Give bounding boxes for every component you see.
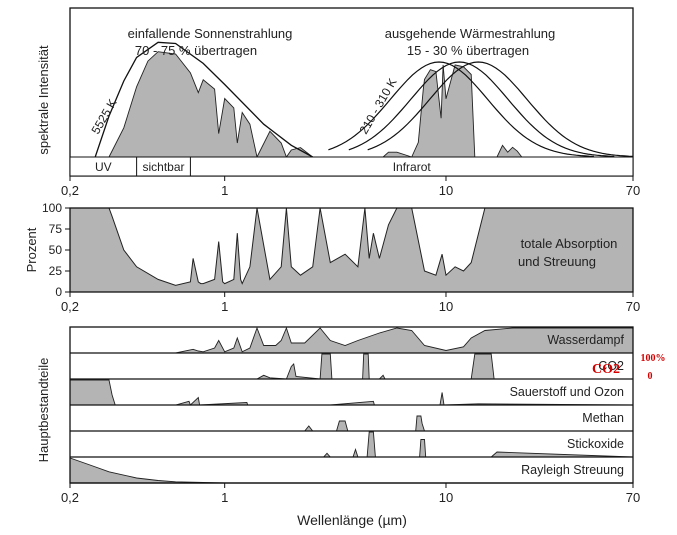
absorption-x-ticks: 0,2 1 10 70 xyxy=(61,292,640,314)
absorption-label-line2: und Streuung xyxy=(518,254,596,269)
component-absorption-area xyxy=(70,353,633,380)
y-tick-label: 75 xyxy=(49,222,63,236)
emission-x-ticks: 0,2 1 10 70 xyxy=(61,176,640,198)
y-tick-label: 25 xyxy=(49,264,63,278)
co2-annotation-label: CO2 xyxy=(592,362,620,377)
total-absorption-plot xyxy=(69,207,634,293)
x-tick-label: 1 xyxy=(221,299,228,314)
component-strip: CO2 xyxy=(70,353,633,380)
total-absorption-area xyxy=(69,207,634,293)
components-y-axis-label: Hauptbestandteile xyxy=(36,358,51,463)
solar-annotation-line1: einfallende Sonnenstrahlung xyxy=(128,26,293,41)
component-label: Wasserdampf xyxy=(547,333,624,347)
solar-curve-label: 5525 K xyxy=(88,97,119,137)
panel-components: Wasserdampf CO2 Sauerstoff und Ozon Methan S… xyxy=(36,326,666,528)
thermal-annotation-line2: 15 - 30 % übertragen xyxy=(407,43,529,58)
x-tick-label: 0,2 xyxy=(61,299,79,314)
panel-emission: UV sichtbar Infrarot einfallende Sonnenstr… xyxy=(36,7,640,198)
absorption-y-axis-label: Prozent xyxy=(24,227,39,272)
thermal-annotation-line1: ausgehende Wärmestrahlung xyxy=(385,26,556,41)
thermal-blackbody-curve xyxy=(367,61,634,157)
x-tick-label: 0,2 xyxy=(61,183,79,198)
component-strips: Wasserdampf CO2 Sauerstoff und Ozon Methan S… xyxy=(69,326,634,484)
thermal-small-feature xyxy=(496,144,523,158)
x-tick-label: 70 xyxy=(626,490,640,505)
x-tick-label: 70 xyxy=(626,299,640,314)
component-strip: Sauerstoff und Ozon xyxy=(69,379,634,406)
y-tick-label: 100 xyxy=(42,201,62,215)
band-label: UV xyxy=(95,160,112,174)
component-absorption-area xyxy=(69,379,634,406)
component-label: CO2 xyxy=(598,359,624,373)
x-tick-label: 1 xyxy=(221,490,228,505)
component-strip: Stickoxide xyxy=(70,431,634,458)
component-label: Methan xyxy=(582,411,624,425)
band-bar xyxy=(69,156,634,177)
co2-annotation-scale-max: 100% xyxy=(641,353,666,364)
component-strip: Methan xyxy=(70,411,633,432)
components-x-ticks: 0,2 1 10 70 xyxy=(61,483,640,505)
co2-annotation-scale-min: 0 xyxy=(648,371,653,382)
component-label: Rayleigh Streuung xyxy=(521,463,624,477)
x-tick-label: 70 xyxy=(626,183,640,198)
band-label: Infrarot xyxy=(393,160,432,174)
component-label: Stickoxide xyxy=(567,437,624,451)
panel-total-absorption: totale Absorption und Streuung Prozent 0… xyxy=(24,201,640,314)
thermal-curve-label: 210 - 310 K xyxy=(356,76,399,137)
panel-emission-plot xyxy=(94,41,634,159)
band-label: sichtbar xyxy=(142,160,184,174)
x-tick-label: 0,2 xyxy=(61,490,79,505)
component-absorption-area xyxy=(70,326,634,354)
emission-y-axis-label: spektrale Intensität xyxy=(36,45,51,155)
x-tick-label: 10 xyxy=(439,183,453,198)
component-label: Sauerstoff und Ozon xyxy=(510,385,624,399)
component-absorption-area xyxy=(70,431,634,458)
thermal-blackbody-curve xyxy=(328,61,594,157)
absorption-label-line1: totale Absorption xyxy=(521,236,618,251)
component-absorption-area xyxy=(70,415,633,432)
thermal-transmitted-area xyxy=(381,64,476,158)
solar-annotation-line2: 70 - 75 % übertragen xyxy=(135,43,257,58)
x-axis-label: Wellenlänge (µm) xyxy=(297,512,407,528)
x-tick-label: 10 xyxy=(439,299,453,314)
components-frame xyxy=(69,326,634,484)
component-strip: Rayleigh Streuung xyxy=(69,457,633,484)
component-strip: Wasserdampf xyxy=(70,326,634,354)
absorption-y-ticks: 0 25 50 75 100 xyxy=(42,201,70,299)
y-tick-label: 0 xyxy=(55,285,62,299)
solar-blackbody-curve xyxy=(94,41,314,158)
x-tick-label: 10 xyxy=(439,490,453,505)
solar-transmitted-area xyxy=(108,51,315,159)
thermal-blackbody-curve xyxy=(348,61,615,157)
band-labels: UV sichtbar Infrarot xyxy=(95,157,431,176)
x-tick-label: 1 xyxy=(221,183,228,198)
y-tick-label: 50 xyxy=(49,243,63,257)
